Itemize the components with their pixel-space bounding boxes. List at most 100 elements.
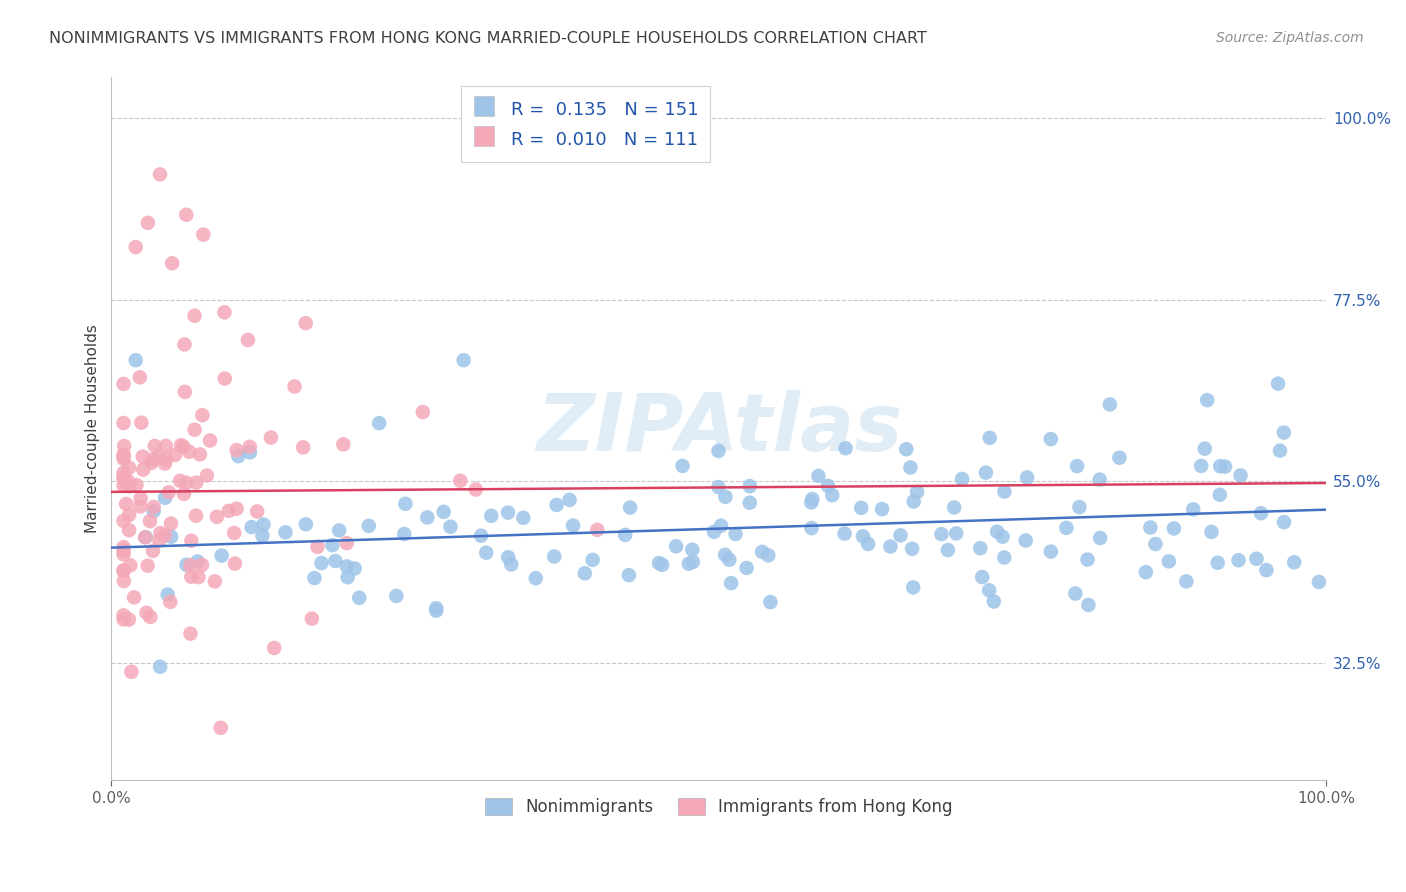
Point xyxy=(1098,397,1121,411)
Point xyxy=(179,558,201,573)
Point xyxy=(173,487,195,501)
Point xyxy=(807,469,830,483)
Point xyxy=(125,478,148,492)
Point xyxy=(191,408,214,422)
Point xyxy=(1272,425,1295,440)
Point xyxy=(425,604,447,618)
Point xyxy=(160,530,183,544)
Point xyxy=(163,448,186,462)
Point xyxy=(394,497,416,511)
Point xyxy=(979,431,1001,445)
Point xyxy=(112,543,135,558)
Point xyxy=(122,591,145,605)
Point xyxy=(718,553,741,567)
Point xyxy=(475,546,498,560)
Point xyxy=(153,491,176,505)
Point xyxy=(368,416,391,430)
Point xyxy=(180,533,202,548)
Point xyxy=(135,530,157,544)
Point xyxy=(239,445,262,459)
Point xyxy=(439,519,461,533)
Point xyxy=(1256,563,1278,577)
Point xyxy=(193,227,215,242)
Point xyxy=(648,556,671,570)
Point xyxy=(1209,488,1232,502)
Point xyxy=(614,528,637,542)
Point xyxy=(586,523,609,537)
Point xyxy=(1175,574,1198,589)
Point xyxy=(983,594,1005,608)
Text: NONIMMIGRANTS VS IMMIGRANTS FROM HONG KONG MARRIED-COUPLE HOUSEHOLDS CORRELATION: NONIMMIGRANTS VS IMMIGRANTS FROM HONG KO… xyxy=(49,31,927,46)
Legend: Nonimmigrants, Immigrants from Hong Kong: Nonimmigrants, Immigrants from Hong Kong xyxy=(477,789,960,825)
Point xyxy=(186,475,208,490)
Point xyxy=(724,527,747,541)
Point xyxy=(156,588,179,602)
Point xyxy=(112,466,135,480)
Point xyxy=(118,479,141,493)
Point xyxy=(756,549,779,563)
Point xyxy=(905,484,928,499)
Point xyxy=(464,483,486,497)
Point xyxy=(118,613,141,627)
Point xyxy=(336,559,359,574)
Point xyxy=(943,500,966,515)
Point xyxy=(1246,551,1268,566)
Point xyxy=(512,510,534,524)
Point xyxy=(738,479,761,493)
Point xyxy=(274,525,297,540)
Point xyxy=(349,591,371,605)
Point xyxy=(903,581,925,595)
Point xyxy=(889,528,911,542)
Point xyxy=(240,520,263,534)
Point xyxy=(112,479,135,493)
Point xyxy=(720,576,742,591)
Point xyxy=(174,208,197,222)
Point xyxy=(125,353,148,368)
Point xyxy=(179,626,201,640)
Point xyxy=(112,608,135,623)
Point xyxy=(562,518,585,533)
Point xyxy=(120,558,142,573)
Point xyxy=(1108,450,1130,465)
Point xyxy=(112,473,135,487)
Point xyxy=(651,558,673,572)
Point xyxy=(1054,521,1077,535)
Point xyxy=(172,440,194,454)
Point xyxy=(993,484,1015,499)
Point xyxy=(112,514,135,528)
Point xyxy=(112,439,135,453)
Point xyxy=(153,528,176,542)
Point xyxy=(148,533,170,548)
Point xyxy=(132,450,155,464)
Point xyxy=(159,595,181,609)
Point xyxy=(112,564,135,578)
Point xyxy=(183,309,205,323)
Point xyxy=(112,376,135,391)
Point xyxy=(136,216,159,230)
Point xyxy=(1201,524,1223,539)
Point xyxy=(903,494,925,508)
Point xyxy=(470,529,492,543)
Point xyxy=(394,527,416,541)
Point xyxy=(191,558,214,572)
Point xyxy=(496,506,519,520)
Point xyxy=(707,443,730,458)
Point xyxy=(449,474,471,488)
Point xyxy=(1069,500,1091,514)
Point xyxy=(1088,531,1111,545)
Point xyxy=(228,449,250,463)
Point xyxy=(979,583,1001,598)
Point xyxy=(183,423,205,437)
Point xyxy=(149,168,172,182)
Point xyxy=(558,492,581,507)
Point xyxy=(735,561,758,575)
Point xyxy=(972,570,994,584)
Point xyxy=(214,305,236,319)
Point xyxy=(198,434,221,448)
Point xyxy=(128,370,150,384)
Point xyxy=(385,589,408,603)
Point xyxy=(283,379,305,393)
Point xyxy=(852,529,875,543)
Point xyxy=(1066,459,1088,474)
Y-axis label: Married-couple Households: Married-couple Households xyxy=(86,325,100,533)
